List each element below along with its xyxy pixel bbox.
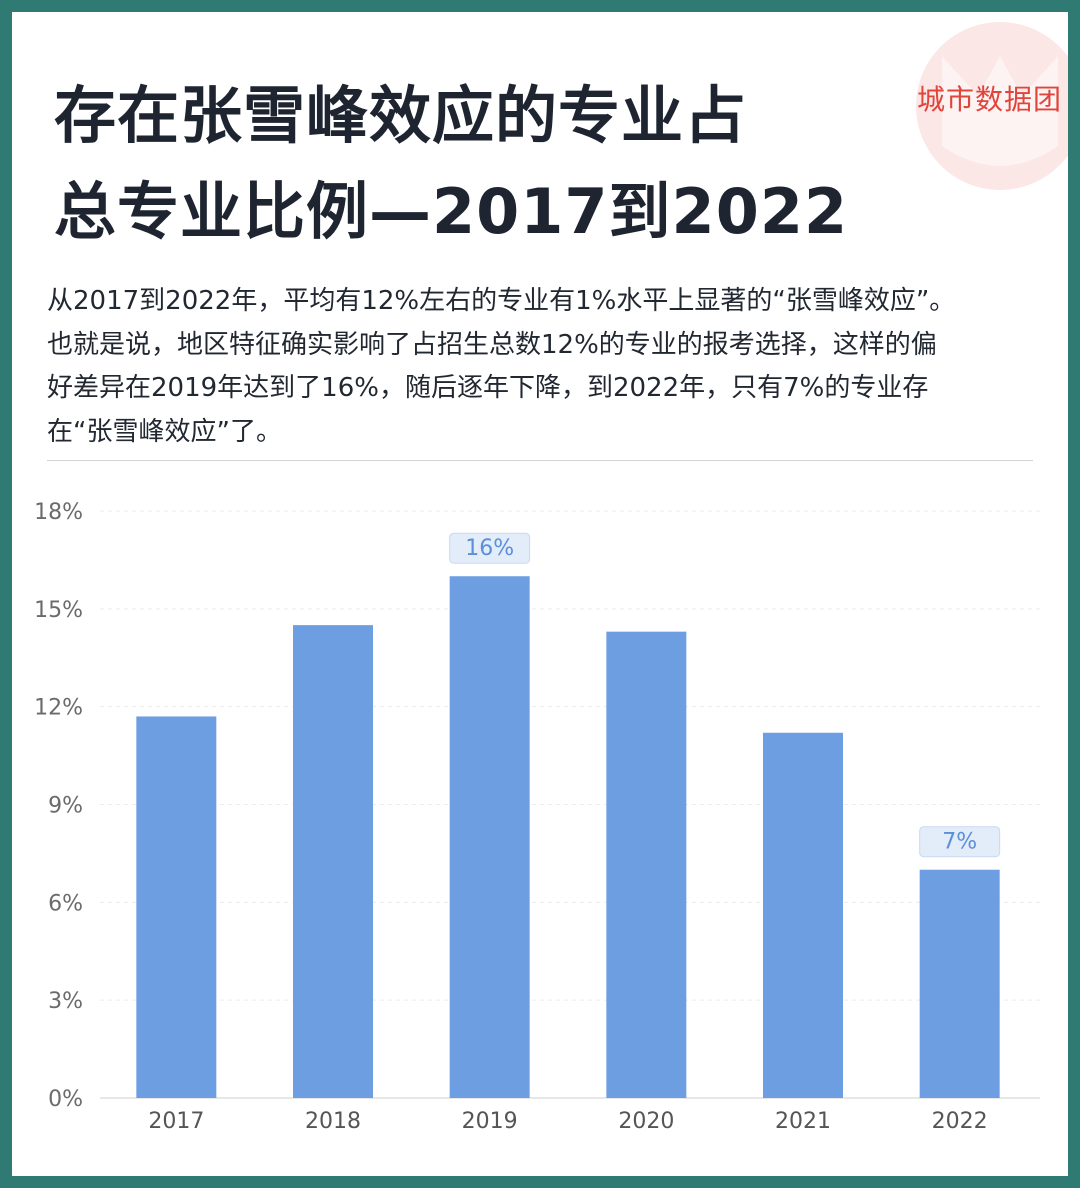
data-label-box — [449, 532, 531, 564]
bar — [763, 732, 843, 1098]
description-line-3: 好差异在2019年达到了16%，随后逐年下降，到2022年，只有7%的专业存 — [47, 373, 929, 403]
y-tick-label: 9% — [48, 794, 83, 819]
bar — [449, 576, 530, 1098]
bar — [136, 716, 217, 1098]
data-label: 16% — [465, 536, 514, 561]
bar — [606, 631, 687, 1098]
description-line-4: 在“张雪峰效应”了。 — [47, 416, 282, 447]
x-tick-label: 2019 — [462, 1109, 518, 1134]
y-tick-label: 3% — [48, 989, 83, 1014]
x-tick-label: 2021 — [775, 1109, 831, 1134]
description-line-1: 从2017到2022年，平均有12%左右的专业有1%水平上显著的“张雪峰效应”。 — [47, 286, 956, 316]
divider — [47, 460, 1033, 461]
bar — [293, 625, 373, 1098]
bar-chart: 0% 3% 6% 9% 12% 15% 18% 2017 2018 2019 2020 2021 202… — [34, 500, 1040, 1134]
title-line-2: 总专业比例—2017到2022 — [54, 175, 849, 248]
infographic-card: 城市数据团 存在张雪峰效应的专业占 总专业比例—2017到2022 从2017到… — [12, 12, 1068, 1176]
x-tick-label: 2018 — [305, 1109, 361, 1134]
x-tick-label: 2017 — [148, 1109, 204, 1134]
description-line-2: 也就是说，地区特征确实影响了占招生总数12%的专业的报考选择，这样的偏 — [47, 329, 937, 360]
brand-name: 城市数据团 — [917, 83, 1063, 116]
page-title: 存在张雪峰效应的专业占 总专业比例—2017到2022 — [54, 68, 848, 260]
y-tick-label: 15% — [34, 598, 83, 623]
y-tick-label: 0% — [48, 1087, 83, 1112]
data-label: 7% — [942, 830, 977, 855]
bar — [919, 869, 1000, 1098]
y-tick-label: 12% — [34, 696, 83, 721]
description: 从2017到2022年，平均有12%左右的专业有1%水平上显著的“张雪峰效应”。… — [47, 280, 1042, 454]
title-line-1: 存在张雪峰效应的专业占 — [54, 79, 748, 152]
y-tick-label: 18% — [34, 500, 83, 525]
brand-logo-icon — [916, 22, 1068, 190]
y-tick-label: 6% — [48, 891, 83, 916]
x-tick-label: 2020 — [618, 1109, 674, 1134]
data-label-box — [919, 826, 1001, 858]
x-tick-label: 2022 — [932, 1109, 988, 1134]
